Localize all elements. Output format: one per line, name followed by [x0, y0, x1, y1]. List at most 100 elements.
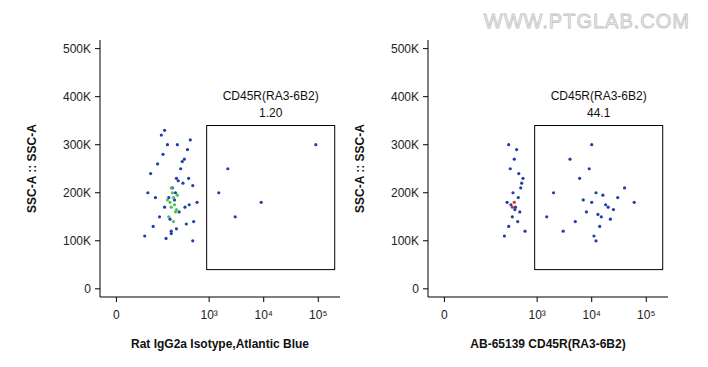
x-tick-label: 0	[113, 308, 120, 322]
event	[507, 225, 510, 228]
event	[226, 167, 229, 170]
panel: 010³10⁴10⁵0100K200K300K400K500KAB-65139 …	[353, 40, 668, 351]
event	[152, 225, 155, 228]
event	[164, 237, 167, 240]
event	[594, 239, 597, 242]
event	[588, 167, 591, 170]
event	[163, 206, 166, 209]
event	[314, 143, 317, 146]
event	[163, 129, 166, 132]
event	[188, 203, 191, 206]
event	[183, 158, 186, 161]
event	[192, 220, 195, 223]
y-tick	[95, 240, 100, 241]
y-tick-label: 400K	[391, 90, 419, 104]
event	[505, 201, 508, 204]
event	[604, 203, 607, 206]
event	[260, 201, 263, 204]
event	[590, 201, 593, 204]
gate-group	[207, 126, 335, 270]
event	[183, 206, 186, 209]
y-tick-label: 200K	[391, 186, 419, 200]
event	[176, 143, 179, 146]
event	[585, 210, 588, 213]
x-tick-label: 10⁴	[582, 308, 601, 322]
event	[513, 201, 516, 204]
event	[521, 177, 524, 180]
event	[217, 191, 220, 194]
event	[166, 143, 169, 146]
event	[181, 160, 184, 163]
event	[623, 186, 626, 189]
event	[511, 215, 514, 218]
event	[552, 191, 555, 194]
y-axis	[100, 40, 101, 297]
panel: 010³10⁴10⁵0100K200K300K400K500KRat IgG2a…	[25, 40, 340, 351]
x-axis-title: AB-65139 CD45R(RA3-6B2)	[470, 337, 625, 351]
event	[187, 177, 190, 180]
event	[607, 206, 610, 209]
gate	[207, 126, 335, 270]
gate-percent: 1.20	[259, 106, 283, 120]
event	[612, 208, 615, 211]
y-axis-title: SSC-A :: SSC-A	[25, 124, 39, 213]
event	[177, 179, 180, 182]
gate	[535, 126, 663, 270]
event	[171, 191, 174, 194]
y-tick-label: 300K	[63, 138, 91, 152]
event	[592, 234, 595, 237]
event	[516, 220, 519, 223]
event	[562, 230, 565, 233]
y-tick-label: 300K	[391, 138, 419, 152]
event	[149, 172, 152, 175]
event	[520, 182, 523, 185]
y-tick	[95, 192, 100, 193]
x-tick-label: 10⁴	[254, 308, 273, 322]
event	[545, 215, 548, 218]
y-axis	[428, 40, 429, 297]
y-tick	[95, 288, 100, 289]
x-axis	[428, 297, 668, 298]
y-tick	[95, 144, 100, 145]
event	[177, 210, 180, 213]
event	[568, 158, 571, 161]
event	[154, 196, 157, 199]
event	[594, 191, 597, 194]
event	[176, 194, 179, 197]
event	[234, 215, 237, 218]
event	[146, 191, 149, 194]
y-tick	[423, 144, 428, 145]
y-tick	[95, 48, 100, 49]
event	[574, 220, 577, 223]
event	[598, 225, 601, 228]
y-tick-label: 100K	[63, 234, 91, 248]
event	[513, 158, 516, 161]
event	[511, 206, 514, 209]
event	[175, 227, 178, 230]
x-tick	[318, 297, 319, 302]
x-tick	[444, 297, 445, 302]
x-tick-label: 10³	[528, 308, 545, 322]
event	[515, 148, 518, 151]
event	[601, 194, 604, 197]
x-tick	[209, 297, 210, 302]
y-tick-label: 500K	[391, 42, 419, 56]
y-tick-label: 200K	[63, 186, 91, 200]
event	[518, 210, 521, 213]
gate-percent: 44.1	[587, 106, 611, 120]
event	[519, 186, 522, 189]
event	[503, 234, 506, 237]
y-axis-title: SSC-A :: SSC-A	[353, 124, 367, 213]
event	[170, 186, 173, 189]
event	[181, 182, 184, 185]
y-tick	[423, 192, 428, 193]
event	[191, 239, 194, 242]
points	[503, 143, 636, 242]
event	[578, 177, 581, 180]
gate-group	[535, 126, 663, 270]
event	[513, 208, 516, 211]
event	[616, 196, 619, 199]
y-tick	[423, 240, 428, 241]
event	[170, 206, 173, 209]
event	[509, 167, 512, 170]
